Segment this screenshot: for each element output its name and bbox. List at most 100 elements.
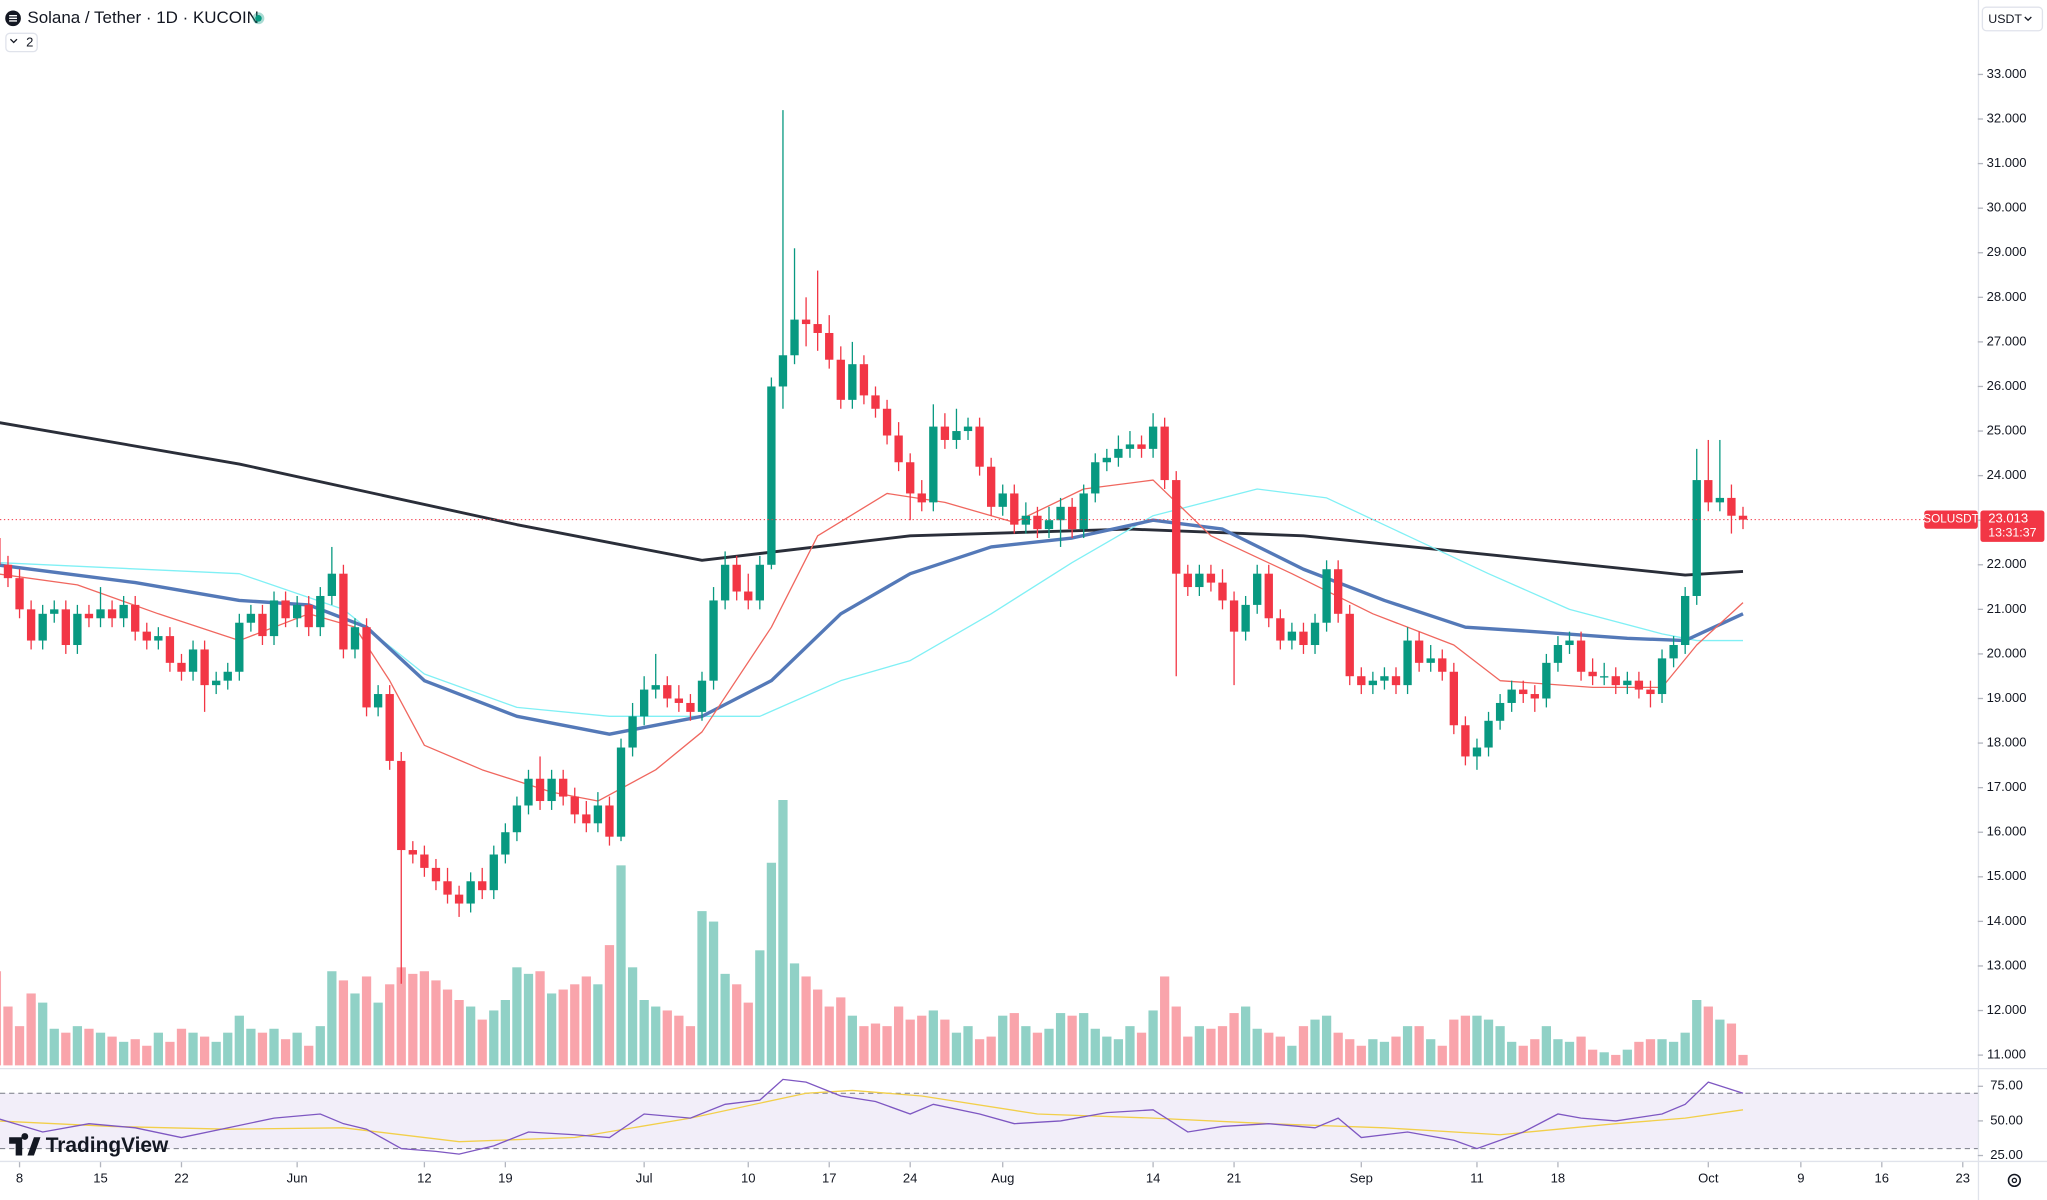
volume-bar xyxy=(442,989,453,1066)
candle-body xyxy=(38,613,47,641)
candle-body xyxy=(84,613,94,619)
candle-body xyxy=(1345,613,1354,677)
brand[interactable]: TradingView xyxy=(9,1133,169,1157)
rsi-y-tick-label: 75.00 xyxy=(1990,1078,2023,1093)
price-tag-value: 23.013 xyxy=(1988,510,2028,525)
currency-selector[interactable]: USDT xyxy=(1981,6,2044,32)
volume-bar xyxy=(570,984,580,1066)
candle-body xyxy=(1738,515,1748,520)
settings-button[interactable] xyxy=(2007,1173,2022,1188)
candle-body xyxy=(1507,689,1516,703)
indicators-toggle[interactable] xyxy=(5,32,38,53)
volume-bar xyxy=(1530,1039,1540,1066)
candle-body xyxy=(1195,573,1204,588)
candle-body xyxy=(836,359,845,400)
symbol-title[interactable]: Solana / Tether · 1D · KUCOIN xyxy=(27,8,259,27)
candle-body xyxy=(744,591,753,601)
volume-bar xyxy=(546,993,557,1066)
candle-body xyxy=(1183,573,1192,588)
volume-bar xyxy=(1298,1026,1309,1066)
candle-body xyxy=(1576,640,1586,672)
volume-bar xyxy=(84,1028,94,1066)
currency-box[interactable] xyxy=(1981,6,2044,32)
volume-bar xyxy=(361,976,372,1066)
candle-body xyxy=(1669,645,1678,659)
volume-bar xyxy=(477,1019,487,1066)
candle-body xyxy=(524,778,533,806)
volume-bar xyxy=(1668,1041,1679,1066)
volume-bar xyxy=(1090,1028,1100,1066)
candle-body xyxy=(639,689,649,717)
candle-body xyxy=(1692,480,1701,596)
volume-bar xyxy=(1483,1019,1494,1066)
volume-bar xyxy=(1321,1015,1332,1066)
volume-bar xyxy=(95,1032,106,1066)
y-tick-label: 18.000 xyxy=(1987,735,2027,750)
volume-bar xyxy=(234,1015,244,1066)
candle-body xyxy=(998,493,1007,507)
volume-bar xyxy=(1021,1026,1031,1066)
brand-name: TradingView xyxy=(46,1134,169,1157)
candle-body xyxy=(767,386,776,565)
volume-bar xyxy=(1125,1026,1135,1066)
candle-body xyxy=(1461,725,1470,757)
volume-bar xyxy=(61,1032,71,1066)
candle-body xyxy=(1044,520,1054,530)
candle-body xyxy=(107,609,117,619)
candle-body xyxy=(894,435,903,463)
symbol-tag-label: SOLUSDT xyxy=(1923,513,1978,526)
candle-body xyxy=(454,894,464,904)
candle-body xyxy=(0,538,1,565)
market-status[interactable] xyxy=(255,15,262,22)
symbol-tag xyxy=(1924,510,1978,529)
candle-body xyxy=(1264,573,1273,619)
candle-body xyxy=(882,408,892,436)
volume-bar xyxy=(223,1032,233,1066)
candle-body xyxy=(246,613,256,623)
volume-bar xyxy=(130,1039,140,1066)
candle-body xyxy=(397,760,406,851)
x-tick-label: Sep xyxy=(1350,1171,1373,1186)
volume-bar xyxy=(1379,1041,1390,1066)
volume-bar xyxy=(1310,1019,1320,1066)
volume-bar xyxy=(454,1000,464,1066)
candle-body xyxy=(778,355,788,387)
volume-bar xyxy=(1622,1049,1632,1066)
candle-body xyxy=(119,604,128,619)
candle-body xyxy=(709,600,718,681)
volume-bar xyxy=(142,1045,152,1066)
candle-body xyxy=(582,814,591,824)
candle-body xyxy=(1484,720,1493,748)
candle-body xyxy=(859,364,869,396)
volume-bar xyxy=(523,973,534,1066)
volume-bar xyxy=(49,1028,59,1066)
gear[interactable] xyxy=(2007,1173,2022,1188)
volume-bar xyxy=(396,967,406,1066)
volume-bar xyxy=(697,911,707,1066)
candle-body xyxy=(420,854,429,868)
x-tick-label: Aug xyxy=(991,1171,1014,1186)
candle-body xyxy=(50,609,59,614)
candle-body xyxy=(200,649,209,686)
volume-bar xyxy=(1449,1019,1459,1066)
candle-body xyxy=(1067,506,1077,530)
candle-body xyxy=(142,631,151,641)
price-tag-countdown: 13:31:37 xyxy=(1988,526,2036,540)
candle-body xyxy=(165,636,175,663)
y-tick-label: 28.000 xyxy=(1987,289,2027,304)
volume-bar xyxy=(1703,1006,1713,1066)
candle-body xyxy=(96,609,105,619)
volume-bar xyxy=(859,1026,869,1066)
volume-bar xyxy=(836,997,846,1066)
y-tick-label: 14.000 xyxy=(1987,913,2027,928)
candle-body xyxy=(501,832,510,855)
candle-body xyxy=(1033,515,1042,530)
candle-body xyxy=(1657,658,1667,695)
volume-bar xyxy=(1044,1028,1054,1066)
candle-body xyxy=(1681,595,1690,646)
price-tag xyxy=(1980,510,2045,542)
candle-body xyxy=(1600,676,1609,678)
volume-bar xyxy=(951,1032,962,1066)
candle-body xyxy=(373,694,383,708)
